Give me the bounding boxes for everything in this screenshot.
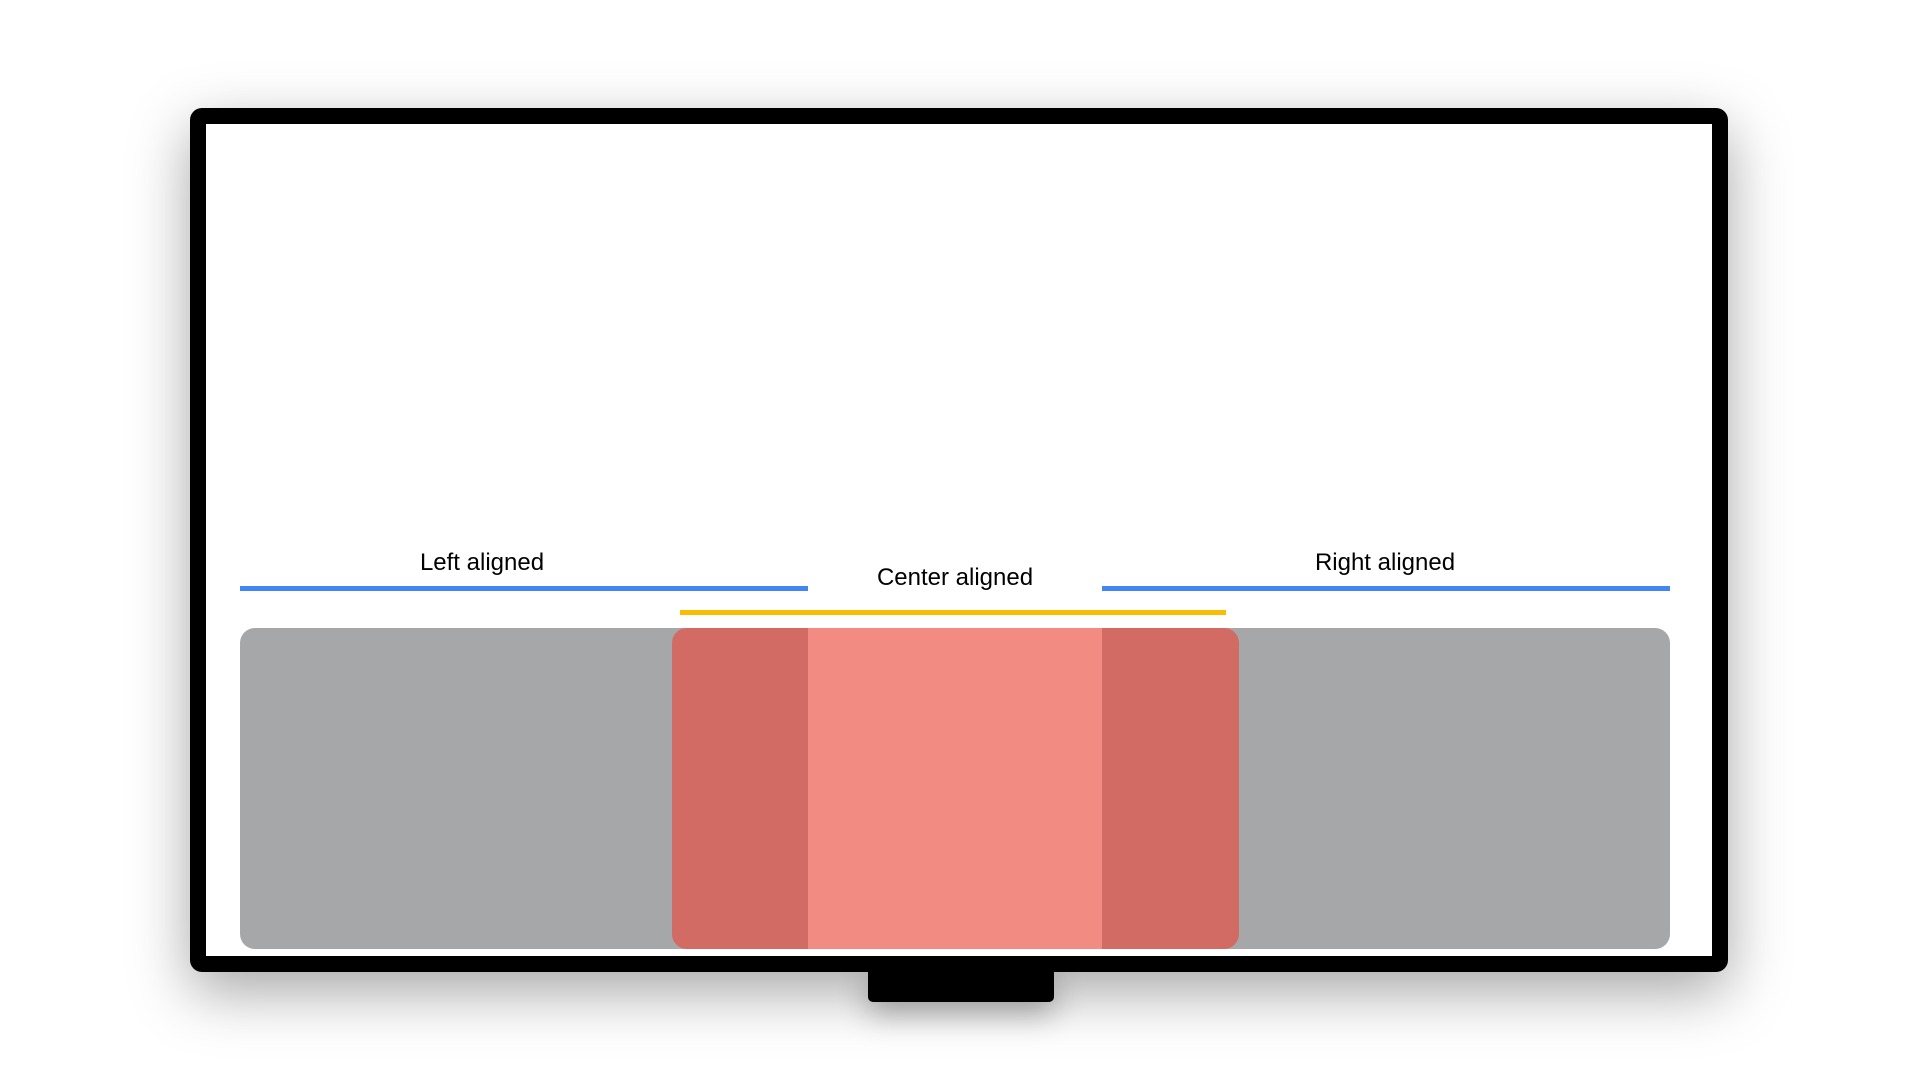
right-overlap-region [1102, 628, 1239, 949]
tv-screen: Left aligned Center aligned Right aligne… [206, 124, 1712, 956]
right-aligned-label: Right aligned [1314, 549, 1456, 576]
left-aligned-guide [240, 586, 808, 591]
left-aligned-label: Left aligned [419, 549, 545, 576]
center-aligned-label: Center aligned [876, 564, 1034, 591]
tv-stand [868, 968, 1054, 1002]
center-aligned-guide [680, 610, 1226, 615]
right-aligned-guide [1102, 586, 1670, 591]
left-overlap-region [672, 628, 808, 949]
